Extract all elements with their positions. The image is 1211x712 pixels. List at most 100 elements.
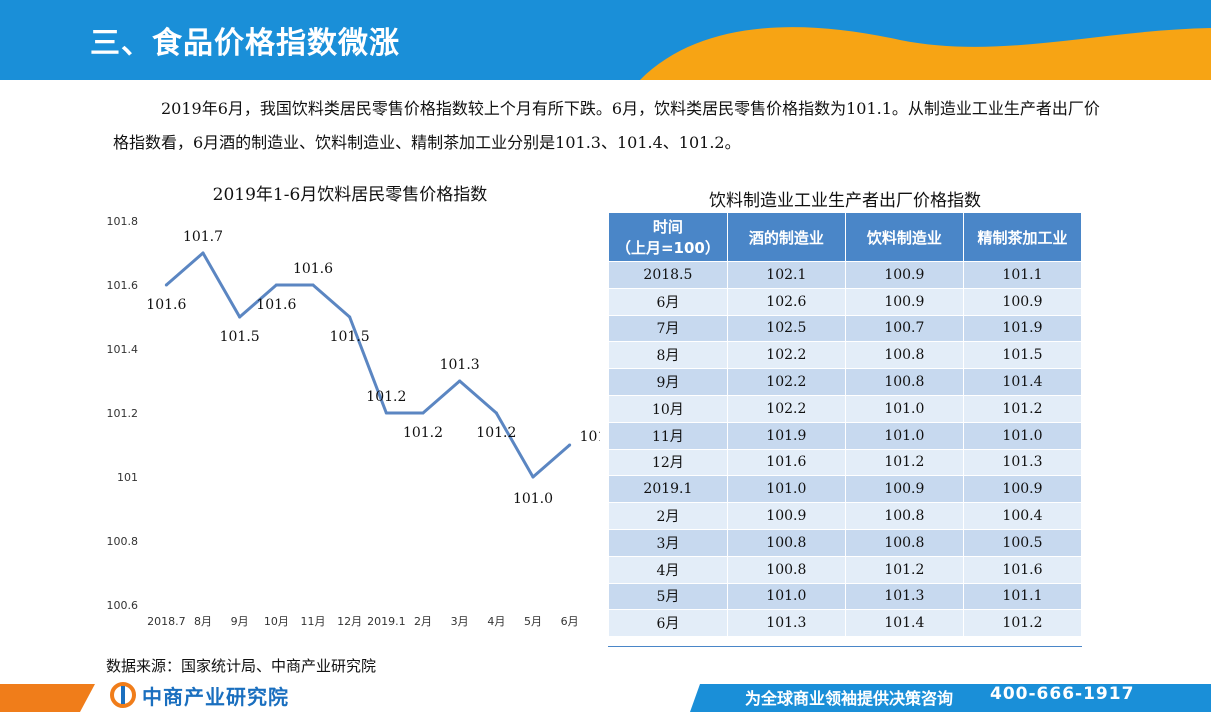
- table-title: 饮料制造业工业生产者出厂价格指数: [709, 191, 981, 211]
- data-label: 101.1: [580, 429, 600, 445]
- x-tick-label: 11月: [301, 615, 326, 628]
- data-point: [421, 411, 425, 415]
- table-row: 6月 101.3 101.4 101.2: [608, 609, 1083, 638]
- table-cell: 100.8: [844, 502, 964, 530]
- table-cell: 101.3: [726, 609, 846, 638]
- x-tick-label: 4月: [487, 615, 505, 628]
- footer-phone: 400-666-1917: [990, 684, 1135, 704]
- table-row: 2018.5 102.1 100.9 101.1: [608, 261, 1083, 289]
- data-point: [274, 283, 278, 287]
- header-background: [0, 0, 1211, 80]
- table-cell: 101.0: [726, 475, 846, 504]
- table-cell: 10月: [608, 394, 728, 423]
- line-chart: 100.6 100.8 101 101.2 101.4 101.6 101.8 2018.7 8…: [107, 215, 601, 628]
- table-cell: 101.0: [962, 421, 1083, 450]
- table-row: 6月 102.6 100.9 100.9: [608, 287, 1083, 316]
- table-row: 5月 101.0 101.3 101.1: [608, 582, 1083, 611]
- table-row: 2019.1 101.0 100.9 100.9: [608, 475, 1083, 504]
- table-cell: 100.9: [726, 502, 846, 530]
- table-cell: 2月: [608, 502, 728, 530]
- data-label: 101.2: [366, 389, 406, 405]
- footer-bar: [0, 680, 1211, 712]
- x-tick-label: 9月: [231, 615, 249, 628]
- data-label: 101.5: [220, 329, 260, 345]
- logo-text: 中商产业研究院: [142, 684, 289, 709]
- data-label: 101.3: [440, 357, 480, 373]
- table-cell: 3月: [608, 528, 728, 557]
- data-point: [531, 475, 535, 479]
- y-tick-label: 101: [117, 471, 138, 484]
- table-cell: 100.9: [962, 287, 1083, 316]
- table-cell: 100.5: [962, 528, 1083, 557]
- table-cell: 100.8: [844, 528, 964, 557]
- table-header-cell: 时间 （上月=100）: [608, 212, 728, 262]
- footer-slogan: 为全球商业领袖提供决策咨询: [745, 689, 954, 708]
- table-cell: 2018.5: [608, 261, 728, 289]
- table-cell: 101.2: [844, 555, 964, 584]
- table-cell: 100.9: [844, 287, 964, 316]
- table-header-cell: 饮料制造业: [844, 212, 964, 262]
- table-cell: 101.5: [962, 341, 1083, 370]
- table-cell: 100.8: [844, 341, 964, 370]
- y-tick-label: 100.8: [107, 535, 139, 548]
- table-cell: 102.5: [726, 314, 846, 343]
- table-cell: 100.8: [726, 528, 846, 557]
- x-tick-label: 2月: [414, 615, 432, 628]
- table-cell: 102.2: [726, 341, 846, 370]
- data-point: [164, 283, 168, 287]
- table-cell: 6月: [608, 609, 728, 638]
- table-header-cell: 精制茶加工业: [962, 212, 1083, 262]
- table-cell: 8月: [608, 341, 728, 370]
- table-row: 10月 102.2 101.0 101.2: [608, 394, 1083, 423]
- table-cell: 101.4: [844, 609, 964, 638]
- y-tick-label: 101.6: [107, 279, 139, 292]
- header-banner: 三、食品价格指数微涨: [0, 0, 1211, 80]
- table-cell: 101.0: [726, 582, 846, 611]
- table-cell: 101.9: [726, 421, 846, 450]
- table-cell: 11月: [608, 421, 728, 450]
- y-tick-label: 101.2: [107, 407, 139, 420]
- series-line: [165, 251, 571, 479]
- table-cell: 100.8: [844, 368, 964, 396]
- x-tick-label: 10月: [264, 615, 289, 628]
- data-point: [311, 283, 315, 287]
- table-cell: 101.3: [962, 448, 1083, 477]
- y-tick-label: 101.4: [107, 343, 139, 356]
- x-tick-label: 2018.7: [147, 615, 186, 628]
- table-cell: 101.6: [726, 448, 846, 477]
- data-label: 101.7: [183, 229, 223, 245]
- table-cell: 101.1: [962, 261, 1083, 289]
- table-cell: 6月: [608, 287, 728, 316]
- table-cell: 101.6: [962, 555, 1083, 584]
- data-label: 101.0: [513, 491, 553, 507]
- page-title: 三、食品价格指数微涨: [90, 26, 400, 61]
- table-header-cell: 酒的制造业: [726, 212, 846, 262]
- logo-mark-icon: [110, 682, 136, 708]
- data-label: 101.6: [146, 297, 186, 313]
- table-cell: 101.2: [962, 394, 1083, 423]
- table-row: 12月 101.6 101.2 101.3: [608, 448, 1083, 477]
- chart-title: 2019年1-6月饮料居民零售价格指数: [212, 185, 488, 205]
- table-cell: 9月: [608, 368, 728, 396]
- table-row: 7月 102.5 100.7 101.9: [608, 314, 1083, 343]
- table-cell: 101.0: [844, 421, 964, 450]
- table-cell: 7月: [608, 314, 728, 343]
- table-cell: 101.0: [844, 394, 964, 423]
- table-cell: 102.1: [726, 261, 846, 289]
- table-cell: 100.4: [962, 502, 1083, 530]
- x-tick-label: 3月: [451, 615, 469, 628]
- data-label: 101.2: [476, 425, 516, 441]
- table-cell: 101.2: [962, 609, 1083, 638]
- data-point: [458, 379, 462, 383]
- data-point: [494, 411, 498, 415]
- table-row: 11月 101.9 101.0 101.0: [608, 421, 1083, 450]
- data-point: [238, 315, 242, 319]
- data-label: 101.2: [403, 425, 443, 441]
- data-label: 101.6: [293, 261, 333, 277]
- data-label: 101.5: [330, 329, 370, 345]
- table-cell: 101.1: [962, 582, 1083, 611]
- table-cell: 101.3: [844, 582, 964, 611]
- table-cell: 12月: [608, 448, 728, 477]
- table-cell: 101.2: [844, 448, 964, 477]
- table-cell: 101.9: [962, 314, 1083, 343]
